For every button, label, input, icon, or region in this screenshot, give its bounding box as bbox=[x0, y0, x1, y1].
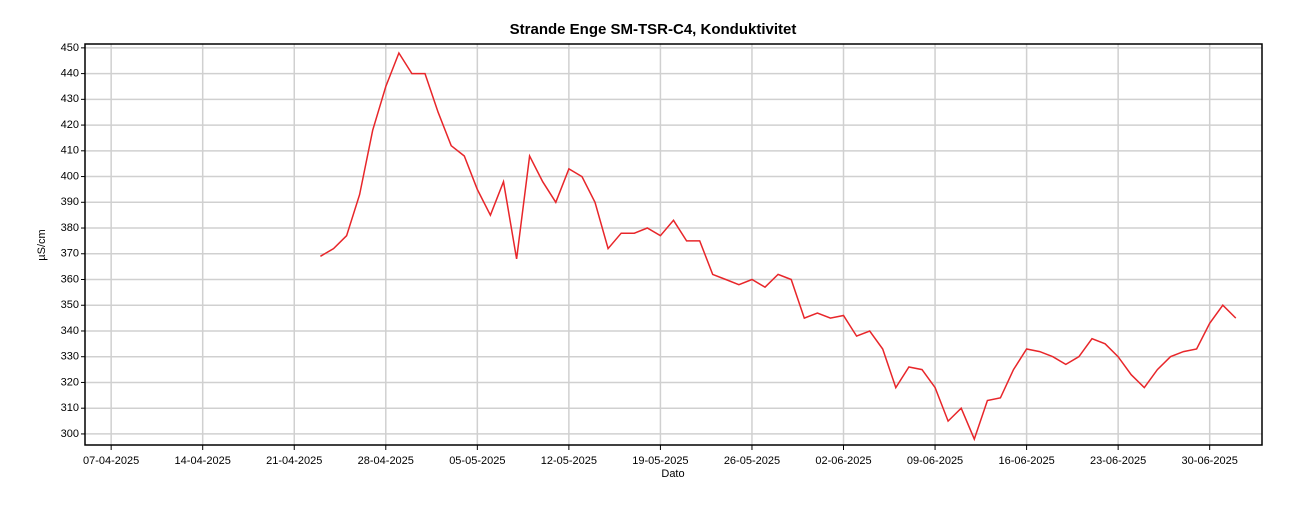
y-tick-label: 320 bbox=[61, 376, 79, 388]
y-tick-label: 430 bbox=[61, 93, 79, 105]
x-tick-label: 14-04-2025 bbox=[175, 455, 231, 467]
x-tick-label: 19-05-2025 bbox=[632, 455, 688, 467]
x-tick-label: 16-06-2025 bbox=[998, 455, 1054, 467]
plot-frame bbox=[84, 43, 1263, 446]
y-tick-label: 440 bbox=[61, 68, 79, 80]
y-tick-label: 370 bbox=[61, 248, 79, 260]
x-tick-label: 26-05-2025 bbox=[724, 455, 780, 467]
y-tick-label: 420 bbox=[61, 119, 79, 131]
x-tick-label: 12-05-2025 bbox=[541, 455, 597, 467]
y-tick-label: 400 bbox=[61, 170, 79, 182]
x-tick-label: 09-06-2025 bbox=[907, 455, 963, 467]
y-tick-label: 410 bbox=[61, 145, 79, 157]
x-tick-label: 02-06-2025 bbox=[815, 455, 871, 467]
x-tick-label: 07-04-2025 bbox=[83, 455, 139, 467]
x-tick-label: 30-06-2025 bbox=[1182, 455, 1238, 467]
y-tick-label: 380 bbox=[61, 222, 79, 234]
y-tick-label: 340 bbox=[61, 325, 79, 337]
y-tick-label: 350 bbox=[61, 299, 79, 311]
chart-title: Strande Enge SM-TSR-C4, Konduktivitet bbox=[510, 21, 797, 38]
x-tick-label: 23-06-2025 bbox=[1090, 455, 1146, 467]
y-tick-label: 310 bbox=[61, 402, 79, 414]
y-tick-label: 390 bbox=[61, 196, 79, 208]
y-axis-label: µS/cm bbox=[36, 229, 48, 260]
y-tick-label: 360 bbox=[61, 273, 79, 285]
x-tick-label: 28-04-2025 bbox=[358, 455, 414, 467]
y-tick-label: 450 bbox=[61, 42, 79, 54]
x-axis-label: Dato bbox=[661, 468, 684, 480]
x-tick-label: 05-05-2025 bbox=[449, 455, 505, 467]
y-tick-label: 300 bbox=[61, 428, 79, 440]
data-line bbox=[320, 51, 1237, 442]
x-tick-label: 21-04-2025 bbox=[266, 455, 322, 467]
y-tick-label: 330 bbox=[61, 351, 79, 363]
